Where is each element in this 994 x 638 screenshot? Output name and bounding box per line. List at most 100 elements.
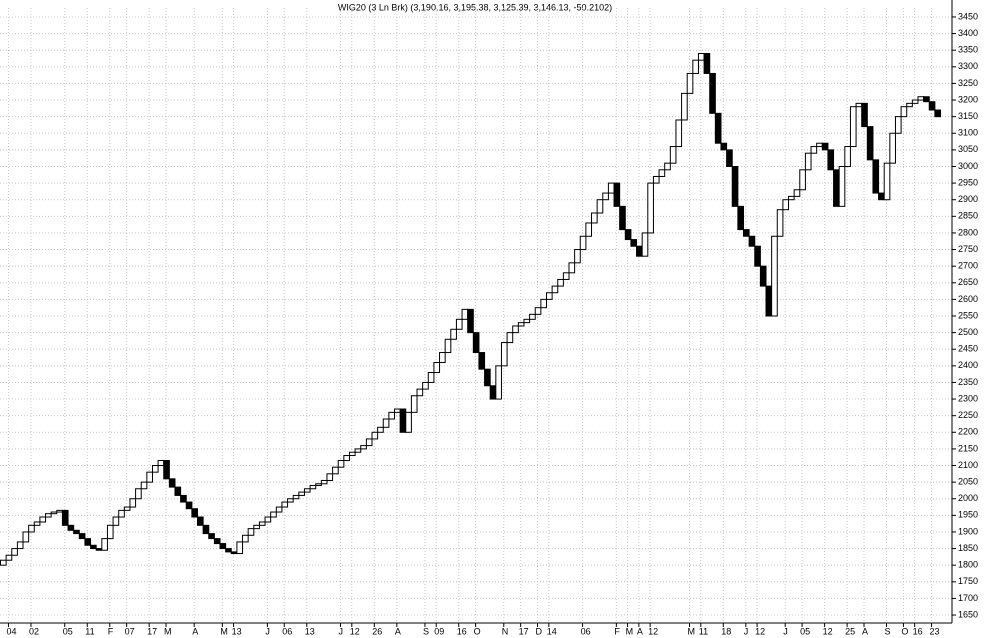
y-tick-label: 3350: [958, 45, 978, 55]
y-tick-label: 2900: [958, 194, 978, 204]
brick: [287, 498, 294, 503]
x-tick-label: 05: [63, 626, 73, 636]
y-tick-label: 2800: [958, 227, 978, 237]
y-tick-label: 2950: [958, 177, 978, 187]
x-tick-label: 18: [721, 626, 731, 636]
brick: [562, 272, 570, 280]
brick: [872, 159, 880, 194]
brick: [495, 365, 502, 400]
x-tick-label: 07: [125, 626, 135, 636]
y-tick-label: 2150: [958, 443, 978, 453]
brick: [270, 511, 277, 518]
y-tick-label: 1750: [958, 576, 978, 586]
brick: [517, 322, 525, 327]
brick: [0, 559, 7, 566]
brick: [422, 381, 429, 390]
brick: [512, 325, 519, 334]
y-tick-label: 2200: [958, 427, 978, 437]
brick: [878, 192, 885, 201]
y-tick-label: 3300: [958, 61, 978, 71]
brick: [529, 313, 536, 320]
brick: [427, 371, 435, 383]
brick: [506, 332, 514, 344]
x-tick-label: N: [502, 626, 509, 636]
brick: [540, 298, 547, 309]
brick: [602, 192, 609, 201]
x-tick-label: F: [108, 626, 114, 636]
y-tick-label: 2050: [958, 476, 978, 486]
x-tick-label: 23: [930, 626, 940, 636]
brick: [123, 506, 131, 511]
brick: [5, 554, 13, 561]
brick: [613, 182, 621, 207]
x-tick-label: 02: [29, 626, 39, 636]
brick: [934, 109, 942, 118]
brick: [906, 102, 913, 108]
brick: [703, 53, 711, 74]
brick: [208, 533, 215, 540]
brick: [782, 199, 790, 211]
x-tick-label: A: [637, 626, 643, 636]
brick: [399, 408, 407, 433]
brick: [326, 473, 334, 481]
brick: [444, 338, 452, 354]
brick: [596, 199, 604, 214]
brick: [180, 494, 187, 503]
brick: [827, 149, 835, 171]
brick: [225, 548, 232, 553]
brick: [917, 96, 925, 101]
brick: [923, 96, 930, 103]
brick: [771, 235, 778, 317]
y-tick-label: 3250: [958, 78, 978, 88]
x-tick-label: M: [626, 626, 634, 636]
x-tick-label: 12: [350, 626, 360, 636]
brick: [168, 478, 176, 488]
brick: [197, 516, 204, 526]
x-tick-label: J: [744, 626, 749, 636]
x-tick-label: 26: [372, 626, 382, 636]
brick: [146, 471, 153, 483]
x-tick-label: 16: [913, 626, 923, 636]
brick: [883, 162, 891, 201]
y-tick-label: 2500: [958, 327, 978, 337]
x-tick-label: 25: [845, 626, 855, 636]
x-tick-label: 11: [85, 626, 94, 636]
brick: [669, 146, 677, 164]
chart-title: WIG20 (3 Ln Brk) (3,190.16, 3,195.38, 3,…: [338, 2, 612, 12]
brick: [607, 182, 615, 194]
brick: [95, 548, 103, 551]
x-tick-label: O: [474, 626, 481, 636]
brick: [681, 92, 688, 121]
brick: [332, 466, 339, 475]
brick: [354, 448, 362, 453]
brick: [489, 385, 497, 400]
y-tick-label: 2250: [958, 410, 978, 420]
brick: [799, 169, 806, 191]
x-tick-label: S: [423, 626, 429, 636]
brick: [928, 101, 936, 111]
brick: [641, 232, 649, 257]
y-tick-label: 2650: [958, 277, 978, 287]
x-tick-label: D: [536, 626, 543, 636]
brick: [467, 308, 474, 334]
x-tick-label: M: [688, 626, 696, 636]
brick: [861, 102, 868, 128]
brick: [292, 494, 300, 500]
x-tick-label: 04: [6, 626, 16, 636]
brick: [894, 116, 902, 134]
brick: [765, 285, 773, 317]
brick: [759, 265, 767, 287]
brick: [213, 538, 221, 545]
y-tick-label: 1850: [958, 543, 978, 553]
x-tick-label: S: [885, 626, 891, 636]
y-tick-label: 2000: [958, 493, 978, 503]
brick: [439, 352, 446, 364]
x-tick-label: 16: [457, 626, 467, 636]
brick: [163, 460, 170, 480]
y-tick-label: 3450: [958, 11, 978, 21]
brick: [557, 278, 564, 287]
x-tick-label: A: [192, 626, 198, 636]
brick: [253, 524, 260, 530]
x-tick-label: 12: [755, 626, 765, 636]
brick: [101, 538, 108, 551]
